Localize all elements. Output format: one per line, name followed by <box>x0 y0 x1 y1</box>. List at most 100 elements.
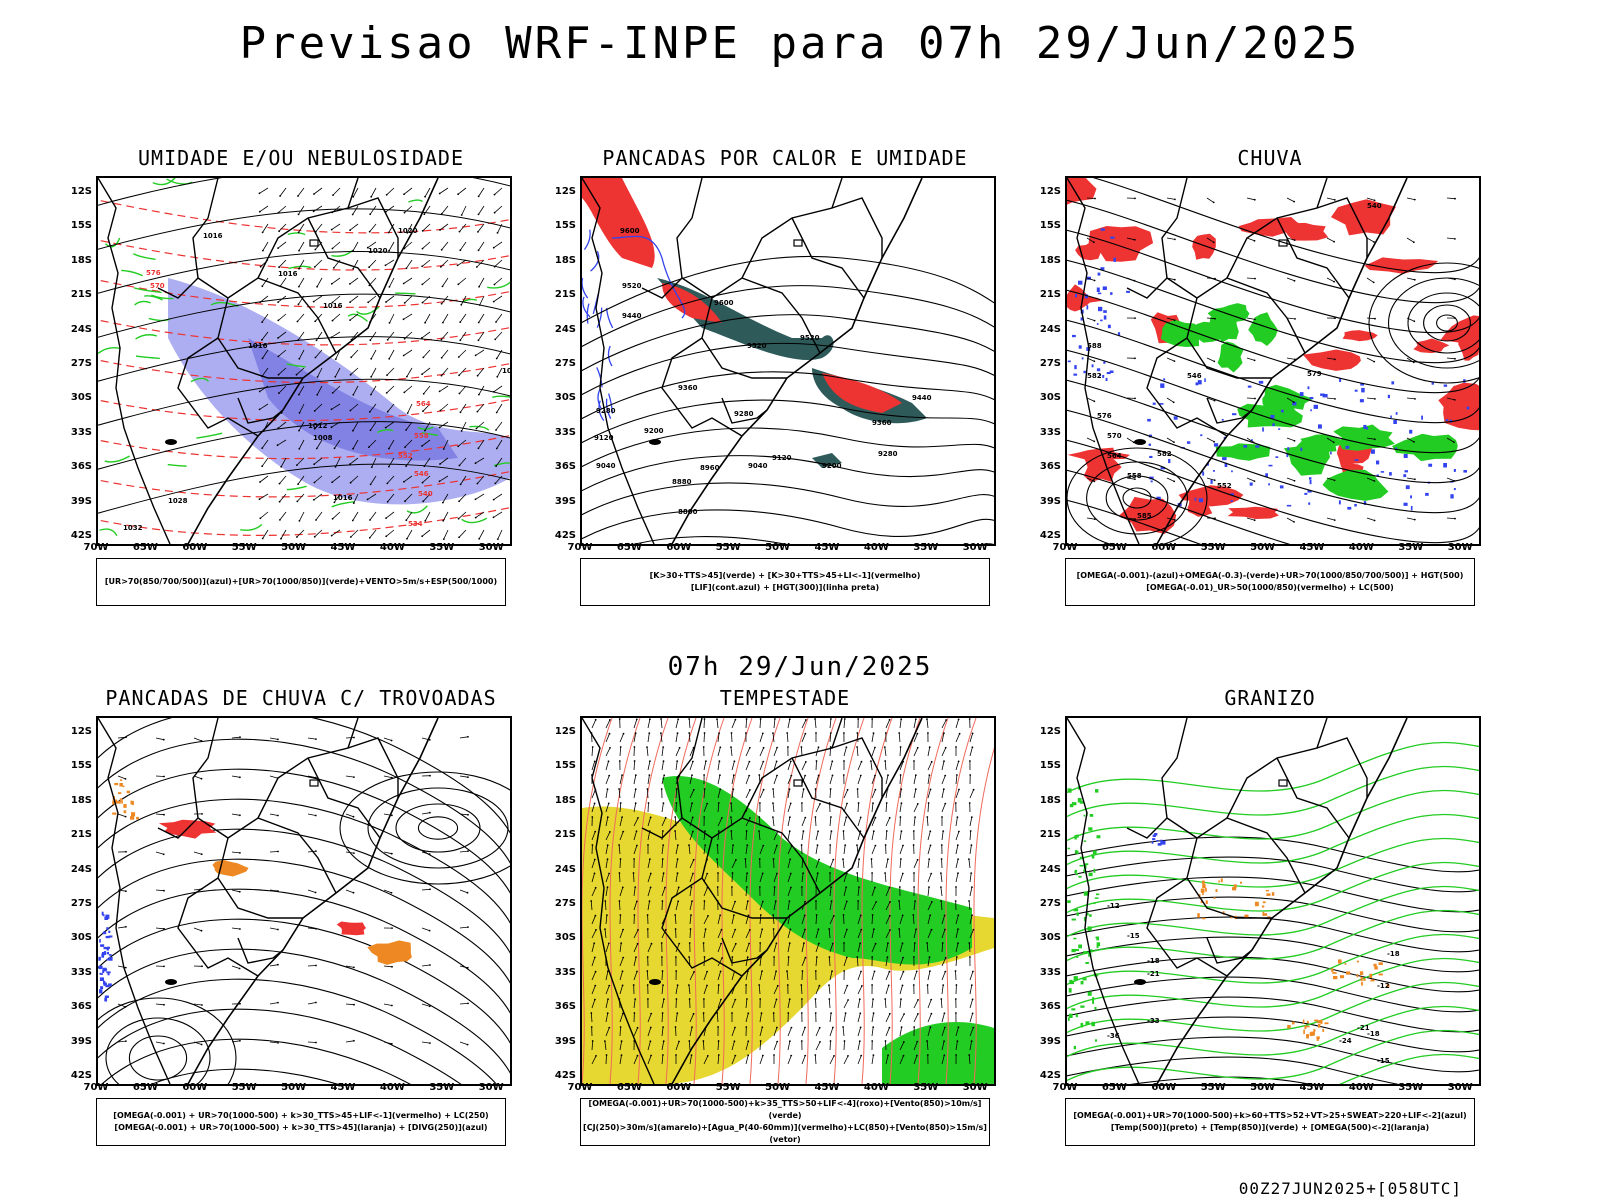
wind-vector <box>261 231 264 234</box>
wind-vector-850 <box>804 956 807 959</box>
wind-vector-850 <box>857 1027 861 1037</box>
stream-arrow <box>467 813 469 816</box>
wind-vector-850 <box>912 914 915 925</box>
omega-blue <box>1224 462 1228 467</box>
wind-vector-850 <box>790 774 793 777</box>
wind-vector-850 <box>969 999 973 1009</box>
wind-vector-850 <box>773 873 778 883</box>
wind-vector-850 <box>969 929 974 939</box>
wind-vector <box>313 427 316 430</box>
omega-blue <box>1463 379 1466 383</box>
omega-blue <box>1103 310 1107 313</box>
wind-vector-850 <box>692 858 695 861</box>
wind-vector-850 <box>941 831 944 841</box>
wind-vector-850 <box>927 789 931 799</box>
wind-vector-850 <box>815 956 818 967</box>
wind-vector-850 <box>621 886 624 889</box>
contour-label: -12 <box>1377 982 1390 990</box>
wind-vector-850 <box>748 774 751 777</box>
wind-vector-850 <box>646 956 649 958</box>
divergence-blue <box>105 984 110 988</box>
wind-vector-850 <box>898 900 901 911</box>
stream-arrow <box>1333 479 1336 482</box>
stream-arrow <box>1326 477 1335 481</box>
contour-label: 9360 <box>678 384 698 392</box>
wind-vector-850 <box>871 831 875 841</box>
wind-vector-850 <box>814 788 817 790</box>
wind-vector-850 <box>662 802 665 804</box>
wind-vector-850 <box>801 789 804 799</box>
wind-vector-850 <box>606 844 609 847</box>
wind-vector <box>477 475 485 484</box>
wind-vector-850 <box>661 1012 664 1014</box>
wind-vector-850 <box>927 775 930 785</box>
wind-vector-850 <box>900 858 902 860</box>
wind-vector-850 <box>818 858 820 861</box>
wind-vector-850 <box>927 999 932 1009</box>
wind-vector <box>298 285 300 288</box>
omega-orange <box>1305 1025 1310 1028</box>
contour-label: 540 <box>418 490 433 498</box>
wind-vector-850 <box>885 830 888 841</box>
wind-vector-850 <box>885 789 888 799</box>
wind-vector <box>459 223 467 232</box>
wind-vector-850 <box>955 956 958 958</box>
stream-arrow <box>1174 198 1176 201</box>
thickness-contour <box>98 506 510 536</box>
omega-blue <box>1361 387 1365 393</box>
wind-vector-850 <box>870 761 873 771</box>
stream-arrow <box>1333 519 1336 521</box>
wind-vector-850 <box>604 929 607 939</box>
wind-vector <box>477 213 480 216</box>
humidity-contour-green <box>121 269 143 277</box>
temp-850-green <box>1074 869 1078 873</box>
wind-vector <box>492 390 495 393</box>
wind-vector-850 <box>593 858 596 861</box>
stream-arrow <box>1412 361 1415 364</box>
divergence-blue <box>106 958 109 961</box>
federal-district <box>793 779 803 787</box>
wind-vector <box>403 193 405 196</box>
wind-vector <box>424 195 426 198</box>
temp-850-green <box>1080 1005 1085 1008</box>
wind-vector-850 <box>731 886 733 888</box>
temp-850-green <box>1083 917 1086 922</box>
wind-vector-850 <box>829 816 832 827</box>
wind-vector-850 <box>871 1027 874 1037</box>
stream-arrow <box>1366 437 1375 440</box>
wind-vector <box>386 187 395 196</box>
wind-vector-850 <box>786 732 789 734</box>
wind-vector <box>442 493 449 503</box>
temp-850-green <box>1069 803 1074 808</box>
wind-vector <box>495 465 497 467</box>
wind-vector-850 <box>787 845 793 855</box>
stream-arrow <box>1093 360 1096 363</box>
wind-vector-850 <box>926 1040 929 1051</box>
wind-vector-850 <box>804 761 807 763</box>
divergence-blue <box>108 954 112 956</box>
wind-vector-850 <box>857 900 859 902</box>
wind-vector-850 <box>903 1041 905 1043</box>
wind-vector-850 <box>761 1026 764 1029</box>
wind-vector <box>278 259 287 268</box>
wind-vector <box>297 331 305 341</box>
wind-vector-850 <box>606 1012 609 1015</box>
wind-vector-850 <box>970 816 973 819</box>
wind-vector-850 <box>913 719 917 729</box>
stream-arrow <box>1366 477 1375 482</box>
contour-label: -21 <box>1147 970 1160 978</box>
border-state <box>307 217 381 299</box>
wind-vector <box>388 439 395 449</box>
wind-vector-850 <box>913 760 915 762</box>
wind-vector-850 <box>660 718 663 729</box>
wind-vector <box>493 511 503 518</box>
omega-blue <box>1249 482 1253 486</box>
wind-vector-850 <box>857 718 860 720</box>
wind-vector-850 <box>649 816 652 819</box>
wind-vector <box>475 427 478 430</box>
wind-vector-850 <box>930 998 933 1001</box>
rain-red <box>1192 233 1216 260</box>
wind-850-green <box>882 1022 994 1084</box>
wind-vector <box>402 354 405 357</box>
stream-arrow <box>421 927 430 931</box>
